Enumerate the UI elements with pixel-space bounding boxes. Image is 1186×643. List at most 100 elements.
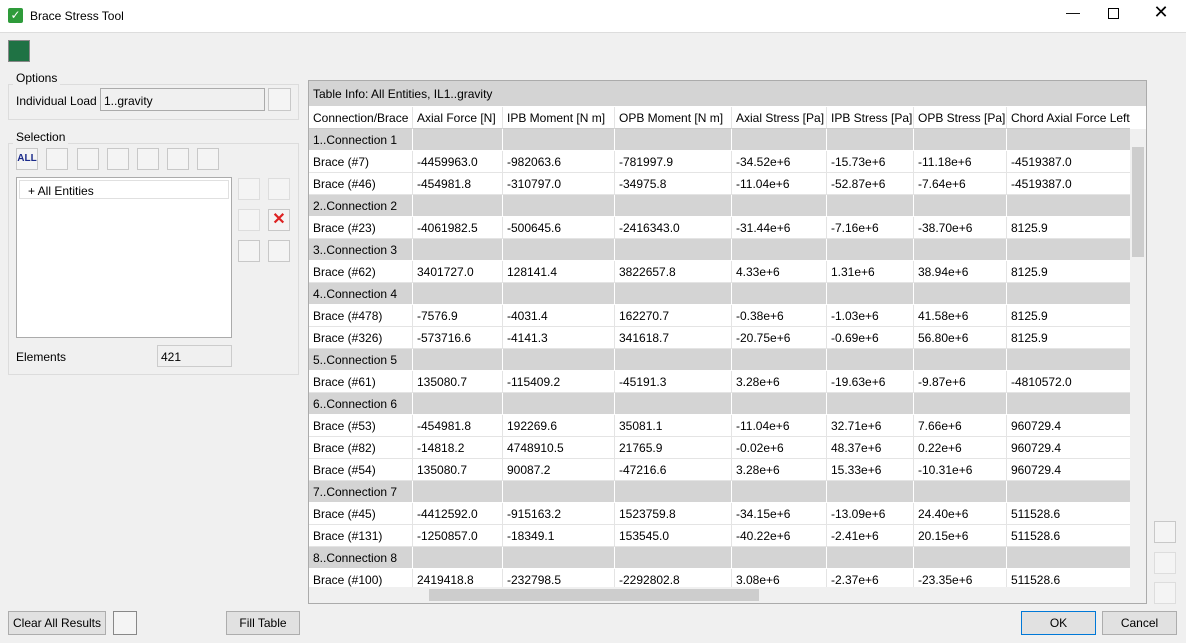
toolbar-button[interactable] — [46, 148, 68, 170]
table-cell: 8125.9 — [1007, 305, 1130, 327]
group-cell — [615, 195, 732, 217]
table-cell: 3.28e+6 — [732, 459, 827, 481]
load-pick-button[interactable] — [268, 88, 291, 111]
group-cell — [914, 481, 1007, 503]
table-cell: -34975.8 — [615, 173, 732, 195]
table-cell: -23.35e+6 — [914, 569, 1007, 587]
table-cell: 511528.6 — [1007, 503, 1130, 525]
group-cell — [1007, 239, 1130, 261]
group-cell — [503, 481, 615, 503]
delete-button[interactable] — [167, 148, 189, 170]
group-cell — [503, 195, 615, 217]
scroll-thumb[interactable] — [429, 589, 759, 601]
download-button[interactable] — [113, 611, 137, 635]
table-cell: -9.87e+6 — [914, 371, 1007, 393]
table-cell: 0.22e+6 — [914, 437, 1007, 459]
zoom-button[interactable] — [268, 240, 290, 262]
zoom-button[interactable] — [238, 240, 260, 262]
group-cell — [615, 349, 732, 371]
close-button[interactable]: ✕ — [1153, 2, 1169, 22]
horizontal-scrollbar[interactable] — [309, 587, 1146, 603]
table-cell: -781997.9 — [615, 151, 732, 173]
group-cell — [914, 349, 1007, 371]
group-cell — [732, 349, 827, 371]
list-item[interactable]: + All Entities — [19, 180, 229, 199]
table-cell: 192269.6 — [503, 415, 615, 437]
edit-button[interactable] — [268, 178, 290, 200]
table-cell: 8125.9 — [1007, 217, 1130, 239]
table-cell: Brace (#54) — [309, 459, 413, 481]
group-cell — [914, 393, 1007, 415]
group-label: 4..Connection 4 — [309, 283, 413, 305]
toolbar-button[interactable] — [77, 148, 99, 170]
select-all-button[interactable]: ALL — [16, 148, 38, 170]
remove-button[interactable]: ✕ — [268, 209, 290, 231]
clear-results-button[interactable]: Clear All Results — [8, 611, 106, 635]
move-up-button[interactable] — [238, 178, 260, 200]
table-cell: -7.64e+6 — [914, 173, 1007, 195]
group-cell — [914, 239, 1007, 261]
table-cell: -2292802.8 — [615, 569, 732, 587]
group-label: 3..Connection 3 — [309, 239, 413, 261]
table-cell: 8125.9 — [1007, 261, 1130, 283]
column-header[interactable]: IPB Stress [Pa] — [827, 107, 914, 129]
side-button[interactable] — [1154, 552, 1176, 574]
toolbar-button[interactable] — [197, 148, 219, 170]
table-cell: -13.09e+6 — [827, 503, 914, 525]
data-grid: Connection/Brace Axial Force [N] IPB Momen… — [309, 107, 1130, 587]
column-header[interactable]: Chord Axial Force Left — [1007, 107, 1130, 129]
group-cell — [827, 481, 914, 503]
group-cell — [1007, 547, 1130, 569]
side-button[interactable] — [1154, 521, 1176, 543]
table-cell: -31.44e+6 — [732, 217, 827, 239]
group-cell — [827, 195, 914, 217]
options-group — [8, 84, 299, 120]
load-input[interactable]: 1..gravity — [100, 88, 265, 111]
table-cell: -232798.5 — [503, 569, 615, 587]
excel-export-button[interactable] — [8, 40, 30, 62]
table-cell: -0.38e+6 — [732, 305, 827, 327]
column-header[interactable]: Axial Stress [Pa] — [732, 107, 827, 129]
table-cell: 135080.7 — [413, 459, 503, 481]
column-header[interactable]: Connection/Brace — [309, 107, 413, 129]
group-cell — [1007, 129, 1130, 151]
column-header[interactable]: OPB Moment [N m] — [615, 107, 732, 129]
group-label: 5..Connection 5 — [309, 349, 413, 371]
table-cell: 7.66e+6 — [914, 415, 1007, 437]
move-down-button[interactable] — [238, 209, 260, 231]
table-cell: -1250857.0 — [413, 525, 503, 547]
cancel-button[interactable]: Cancel — [1102, 611, 1177, 635]
maximize-button[interactable] — [1108, 8, 1119, 19]
selection-legend: Selection — [13, 130, 69, 144]
table-cell: 2419418.8 — [413, 569, 503, 587]
minimize-button[interactable]: — — [1066, 4, 1080, 20]
group-cell — [413, 283, 503, 305]
table-cell: 90087.2 — [503, 459, 615, 481]
column-header[interactable]: IPB Moment [N m] — [503, 107, 615, 129]
separator — [0, 32, 1186, 33]
table-cell: -2416343.0 — [615, 217, 732, 239]
group-cell — [503, 393, 615, 415]
table-cell: -11.18e+6 — [914, 151, 1007, 173]
vertical-scrollbar[interactable] — [1130, 129, 1146, 587]
side-button[interactable] — [1154, 582, 1176, 604]
scroll-thumb[interactable] — [1132, 147, 1144, 257]
table-cell: Brace (#82) — [309, 437, 413, 459]
table-cell: 41.58e+6 — [914, 305, 1007, 327]
group-cell — [615, 393, 732, 415]
window-title: Brace Stress Tool — [30, 9, 124, 23]
table-info: Table Info: All Entities, IL1..gravity — [309, 81, 1146, 106]
toolbar-button[interactable] — [137, 148, 159, 170]
table-cell: 3822657.8 — [615, 261, 732, 283]
table-cell: 3.28e+6 — [732, 371, 827, 393]
fill-table-button[interactable]: Fill Table — [226, 611, 300, 635]
group-cell — [732, 283, 827, 305]
table-cell: -115409.2 — [503, 371, 615, 393]
column-header[interactable]: Axial Force [N] — [413, 107, 503, 129]
table-cell: -4459963.0 — [413, 151, 503, 173]
column-header[interactable]: OPB Stress [Pa] — [914, 107, 1007, 129]
table-cell: -7576.9 — [413, 305, 503, 327]
toolbar-button[interactable] — [107, 148, 129, 170]
ok-button[interactable]: OK — [1021, 611, 1096, 635]
